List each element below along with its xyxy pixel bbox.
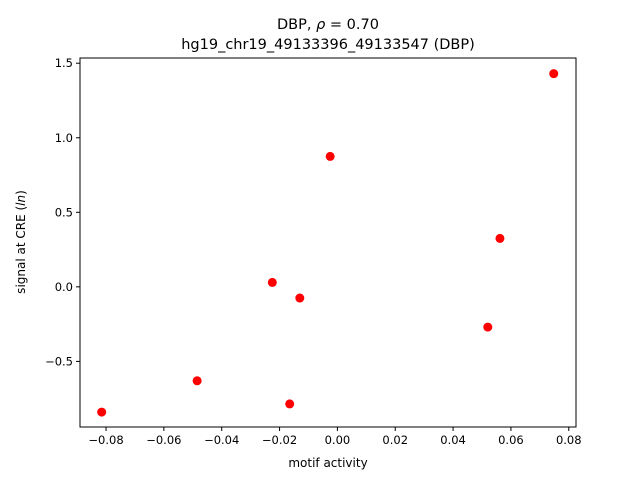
data-point-8 (495, 233, 505, 243)
data-points (97, 69, 559, 417)
x-tick-label: −0.08 (88, 433, 123, 447)
y-axis-ticks: −0.5 0.0 0.5 1.0 1.5 (45, 56, 80, 368)
y-tick-label: 0.0 (55, 280, 73, 294)
y-tick-label: −0.5 (45, 354, 73, 368)
x-tick-label: −0.06 (146, 433, 181, 447)
data-point-2 (192, 376, 202, 386)
plot-frame (79, 57, 577, 428)
x-tick-label: 0.08 (556, 433, 582, 447)
x-tick-label: 0.04 (440, 433, 466, 447)
data-point-5 (295, 293, 305, 303)
data-point-6 (325, 151, 335, 161)
x-tick-label: 0.02 (382, 433, 408, 447)
data-point-4 (285, 399, 295, 409)
x-tick-label: 0.06 (498, 433, 524, 447)
chart-subtitle: hg19_chr19_49133396_49133547 (DBP) (181, 37, 475, 53)
data-point-3 (267, 277, 277, 287)
y-tick-label: 1.0 (55, 131, 73, 145)
y-axis-label: signal at CRE (ln) (14, 190, 28, 294)
y-tick-label: 1.5 (55, 56, 73, 70)
data-point-9 (549, 69, 559, 79)
x-tick-label: 0.00 (325, 433, 351, 447)
data-point-1 (97, 407, 107, 417)
x-tick-label: −0.04 (204, 433, 239, 447)
x-tick-label: −0.02 (262, 433, 297, 447)
data-point-7 (483, 322, 493, 332)
x-axis-ticks: −0.08 −0.06 −0.04 −0.02 0.00 0.02 0.04 0.06 0.08 (88, 427, 582, 447)
chart-title: DBP, ρ = 0.70 (277, 17, 379, 33)
y-tick-label: 0.5 (55, 205, 73, 219)
x-axis-label: motif activity (288, 456, 367, 470)
